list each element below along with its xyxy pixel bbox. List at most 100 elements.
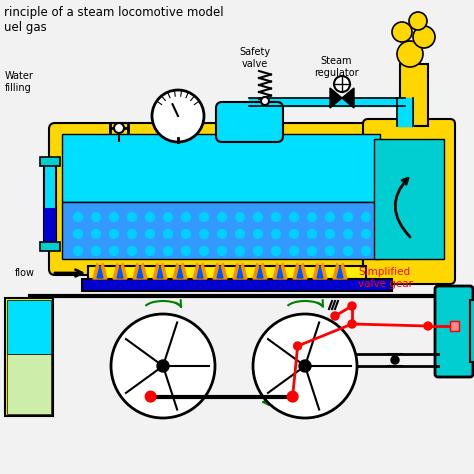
Circle shape <box>182 212 191 221</box>
Polygon shape <box>217 266 223 278</box>
FancyBboxPatch shape <box>363 119 455 284</box>
Circle shape <box>109 229 118 238</box>
Circle shape <box>362 246 371 255</box>
Polygon shape <box>273 263 287 279</box>
Circle shape <box>200 229 209 238</box>
Circle shape <box>290 212 299 221</box>
Circle shape <box>236 246 245 255</box>
Circle shape <box>236 212 245 221</box>
Circle shape <box>392 22 412 42</box>
Circle shape <box>109 246 118 255</box>
Circle shape <box>326 212 335 221</box>
Circle shape <box>326 246 335 255</box>
Bar <box>374 139 444 259</box>
Circle shape <box>128 246 137 255</box>
Circle shape <box>146 212 155 221</box>
Circle shape <box>164 212 173 221</box>
Circle shape <box>308 246 317 255</box>
Polygon shape <box>93 263 107 279</box>
Circle shape <box>261 97 269 105</box>
Circle shape <box>109 212 118 221</box>
Circle shape <box>290 229 299 238</box>
Circle shape <box>289 392 297 401</box>
Bar <box>88 266 366 279</box>
Bar <box>7 300 51 354</box>
Circle shape <box>218 212 227 221</box>
Polygon shape <box>157 266 163 278</box>
Circle shape <box>397 41 423 67</box>
Circle shape <box>308 212 317 221</box>
Circle shape <box>91 229 100 238</box>
Circle shape <box>272 229 281 238</box>
Circle shape <box>218 229 227 238</box>
Circle shape <box>200 246 209 255</box>
Circle shape <box>73 246 82 255</box>
Polygon shape <box>233 263 247 279</box>
Polygon shape <box>133 263 147 279</box>
Polygon shape <box>97 266 103 278</box>
Circle shape <box>236 229 245 238</box>
Circle shape <box>91 246 100 255</box>
Circle shape <box>253 314 357 418</box>
Text: rinciple of a steam locomotive model: rinciple of a steam locomotive model <box>4 6 224 19</box>
Polygon shape <box>317 266 323 278</box>
Polygon shape <box>117 266 123 278</box>
Polygon shape <box>137 266 143 278</box>
Bar <box>40 157 60 166</box>
Circle shape <box>182 246 191 255</box>
Polygon shape <box>213 263 227 279</box>
Text: flow: flow <box>15 268 35 278</box>
Text: Safety
valve: Safety valve <box>239 47 271 69</box>
Bar <box>400 64 428 126</box>
Bar <box>5 298 53 416</box>
Polygon shape <box>253 263 267 279</box>
Circle shape <box>308 229 317 238</box>
Circle shape <box>362 229 371 238</box>
Polygon shape <box>257 266 263 278</box>
Polygon shape <box>193 263 207 279</box>
Circle shape <box>331 312 339 320</box>
Text: Simplified
valve gear: Simplified valve gear <box>358 267 413 289</box>
Polygon shape <box>153 263 167 279</box>
Circle shape <box>254 246 263 255</box>
Bar <box>450 321 459 331</box>
Circle shape <box>348 302 356 310</box>
Polygon shape <box>173 263 187 279</box>
FancyBboxPatch shape <box>216 102 283 142</box>
Text: Water
filling: Water filling <box>5 71 34 93</box>
Circle shape <box>91 212 100 221</box>
Bar <box>7 354 51 414</box>
Circle shape <box>146 392 155 401</box>
Circle shape <box>73 212 82 221</box>
Polygon shape <box>277 266 283 278</box>
Polygon shape <box>333 263 347 279</box>
Polygon shape <box>113 263 127 279</box>
Polygon shape <box>342 88 354 108</box>
Polygon shape <box>293 263 307 279</box>
Circle shape <box>164 229 173 238</box>
FancyBboxPatch shape <box>435 286 473 377</box>
Circle shape <box>344 229 353 238</box>
Circle shape <box>413 26 435 48</box>
Circle shape <box>344 212 353 221</box>
Circle shape <box>182 229 191 238</box>
Circle shape <box>344 246 353 255</box>
Polygon shape <box>177 266 183 278</box>
Circle shape <box>409 12 427 30</box>
Circle shape <box>157 360 169 372</box>
Bar <box>62 202 380 259</box>
Circle shape <box>73 229 82 238</box>
Circle shape <box>293 342 301 350</box>
Circle shape <box>424 322 432 330</box>
Circle shape <box>254 229 263 238</box>
Bar <box>62 134 380 202</box>
Polygon shape <box>330 88 342 108</box>
Circle shape <box>128 212 137 221</box>
Circle shape <box>128 229 137 238</box>
Bar <box>470 300 474 362</box>
Circle shape <box>290 246 299 255</box>
Circle shape <box>348 320 356 328</box>
Circle shape <box>299 360 311 372</box>
Text: Steam
regulator: Steam regulator <box>314 56 358 78</box>
Circle shape <box>114 123 124 133</box>
